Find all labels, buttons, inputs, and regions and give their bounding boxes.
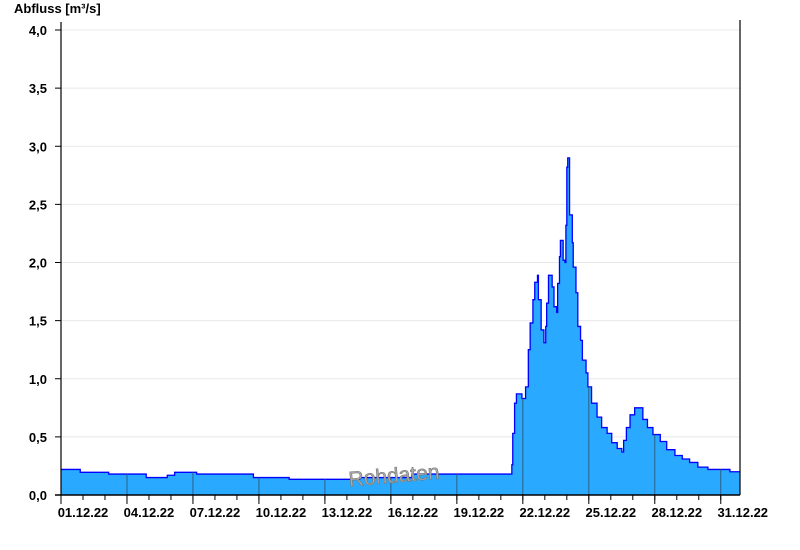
x-tick-label: 04.12.22: [124, 505, 175, 520]
x-tick-label: 25.12.22: [586, 505, 637, 520]
y-tick-label: 0,0: [29, 488, 47, 503]
y-tick-label: 1,5: [29, 314, 47, 329]
x-tick-label: 31.12.22: [717, 505, 768, 520]
x-tick-label: 01.12.22: [58, 505, 109, 520]
x-tick-label: 22.12.22: [520, 505, 571, 520]
y-tick-label: 3,5: [29, 81, 47, 96]
y-tick-label: 2,5: [29, 197, 47, 212]
y-axis-title: Abfluss [m³/s]: [14, 1, 101, 16]
x-tick-label: 19.12.22: [454, 505, 505, 520]
y-tick-label: 2,0: [29, 256, 47, 271]
y-tick-label: 0,5: [29, 430, 47, 445]
x-tick-label: 07.12.22: [190, 505, 241, 520]
x-tick-label: 16.12.22: [388, 505, 439, 520]
discharge-area: [61, 157, 740, 495]
y-tick-label: 3,0: [29, 139, 47, 154]
x-tick-label: 10.12.22: [256, 505, 307, 520]
y-tick-label: 1,0: [29, 372, 47, 387]
x-tick-label: 13.12.22: [322, 505, 373, 520]
discharge-line: [61, 157, 740, 480]
y-tick-label: 4,0: [29, 23, 47, 38]
x-tick-label: 28.12.22: [651, 505, 702, 520]
